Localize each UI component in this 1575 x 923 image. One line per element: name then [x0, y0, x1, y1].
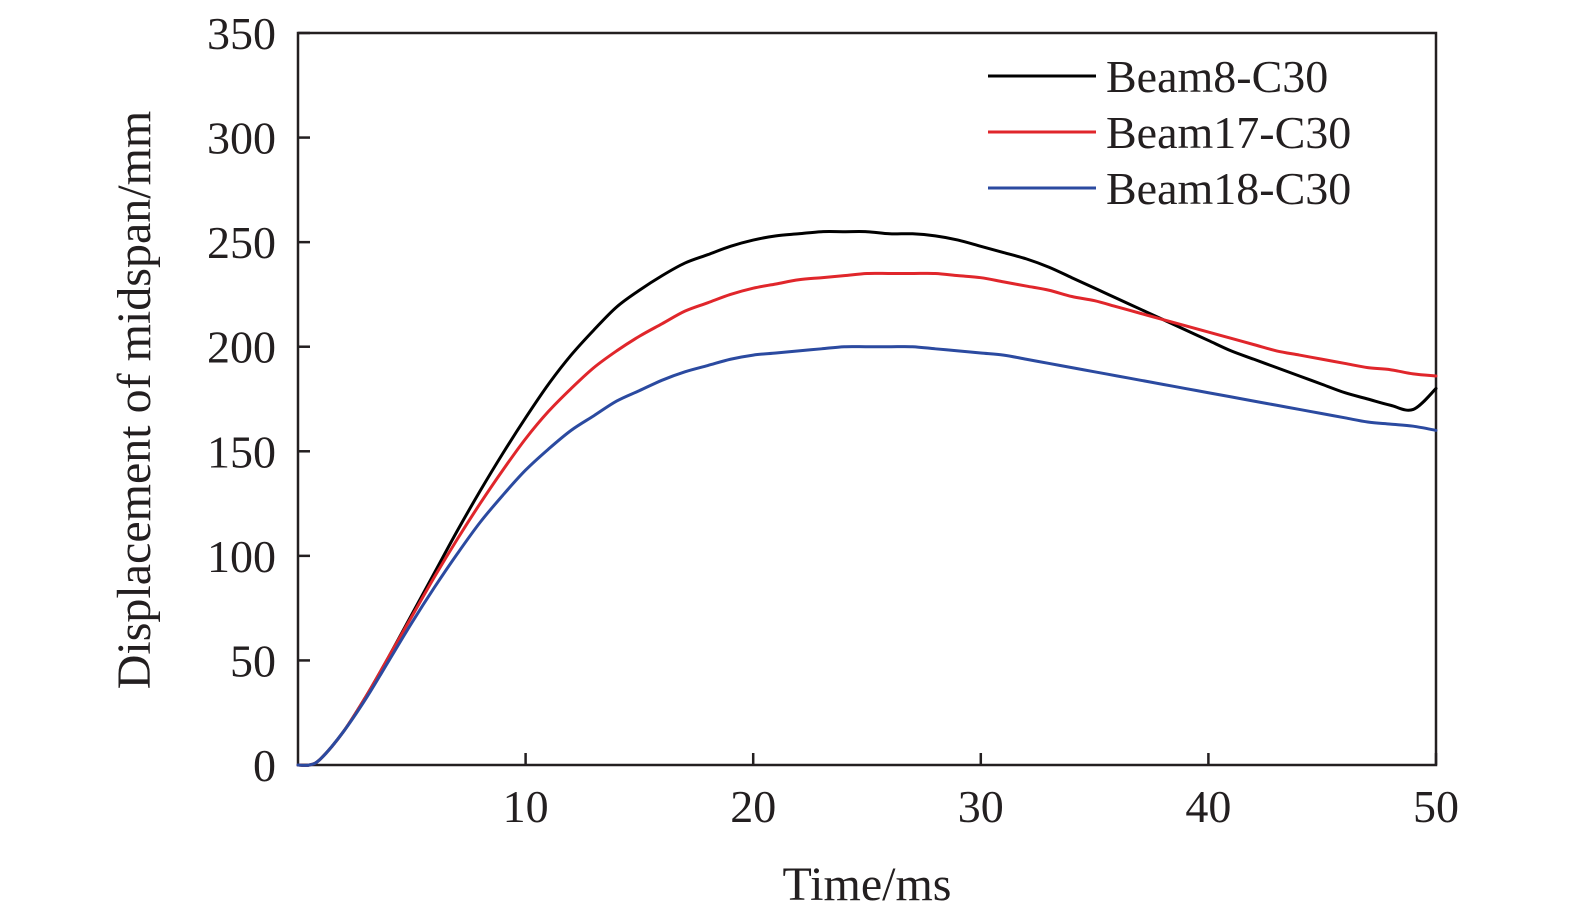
legend-item-beam8-c30: Beam8-C30: [988, 51, 1328, 102]
y-tick-label: 200: [207, 322, 276, 373]
y-axis-ticks: [298, 31, 310, 767]
y-tick-label: 150: [207, 426, 276, 477]
plot-frame: [296, 31, 1438, 767]
y-tick-label: 250: [207, 217, 276, 268]
series-line-beam18-c30: [296, 345, 1438, 767]
x-axis-title: Time/ms: [783, 858, 952, 911]
series-line-beam17-c30: [296, 271, 1438, 767]
y-tick-label: 350: [207, 8, 276, 59]
y-tick-label: 300: [207, 113, 276, 164]
legend-item-beam18-c30: Beam18-C30: [988, 163, 1351, 214]
x-axis-ticks: [524, 753, 1438, 765]
legend-item-beam17-c30: Beam17-C30: [988, 107, 1351, 158]
legend-label: Beam8-C30: [1106, 51, 1328, 102]
y-tick-label: 50: [230, 635, 276, 686]
series-line-beam8-c30: [296, 230, 1438, 767]
y-axis-title: Displacement of midspan/mm: [108, 111, 161, 690]
y-tick-label: 0: [253, 740, 276, 791]
x-tick-label: 10: [503, 781, 549, 832]
legend-label: Beam17-C30: [1106, 107, 1351, 158]
x-tick-label: 30: [958, 781, 1004, 832]
y-tick-label: 100: [207, 531, 276, 582]
x-tick-label: 40: [1185, 781, 1231, 832]
plot-area-border: [296, 31, 1438, 767]
x-axis-tick-labels: 10 20 30 40 50: [503, 781, 1459, 832]
legend-label: Beam18-C30: [1106, 163, 1351, 214]
x-tick-label: 20: [730, 781, 776, 832]
x-tick-label: 50: [1413, 781, 1459, 832]
series-lines: [296, 230, 1438, 767]
y-axis-tick-labels: 0 50 100 150 200 250 300 350: [207, 8, 276, 791]
